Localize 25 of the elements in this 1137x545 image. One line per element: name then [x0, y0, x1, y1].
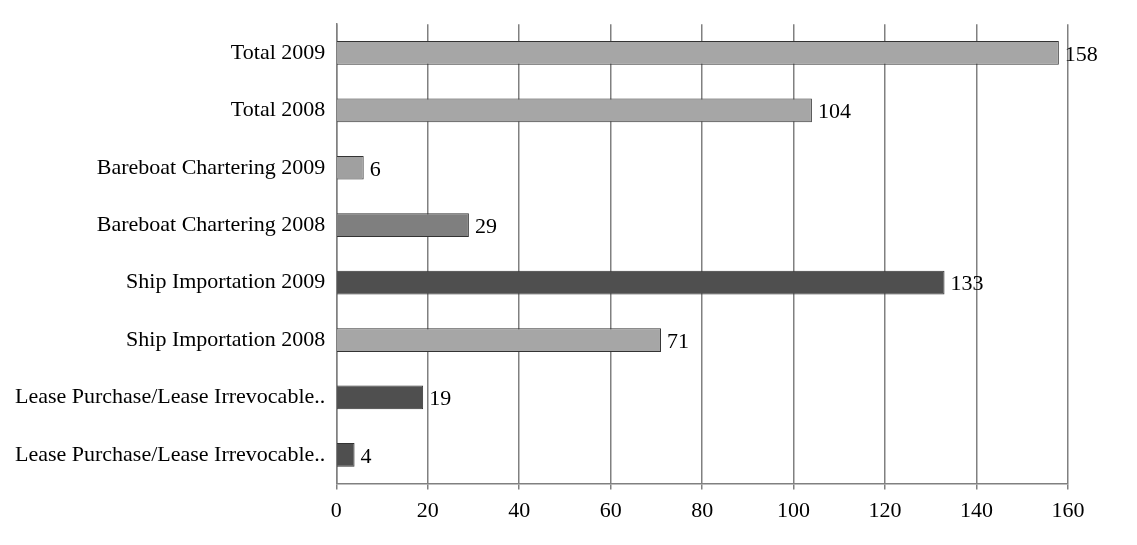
y-tick-label: Bareboat Chartering 2008	[96, 210, 326, 236]
x-tick-label: 140	[960, 496, 994, 522]
y-tick-label: Total 2009	[230, 38, 326, 64]
data-label: 6	[369, 155, 381, 181]
y-tick-label: Total 2008	[230, 96, 326, 122]
x-tick-label: 160	[1051, 496, 1085, 522]
data-label: 29	[474, 212, 497, 238]
y-tick-label: Lease Purchase/Lease Irrevocable..	[14, 383, 326, 409]
y-tick-label: Ship Importation 2008	[126, 325, 326, 351]
data-label: 104	[817, 98, 851, 124]
data-label: 4	[360, 442, 372, 468]
x-tick-label: 20	[416, 496, 439, 522]
x-tick-label: 100	[777, 496, 811, 522]
x-tick-label: 0	[330, 496, 342, 522]
y-tick-label: Ship Importation 2009	[126, 268, 326, 294]
data-label: 19	[429, 385, 452, 411]
x-tick-label: 60	[599, 496, 622, 522]
x-tick-label: 120	[868, 496, 902, 522]
y-tick-label: Bareboat Chartering 2009	[96, 153, 326, 179]
data-label: 71	[666, 327, 689, 353]
data-label: 158	[1064, 40, 1098, 66]
x-tick-label: 40	[508, 496, 531, 522]
y-tick-label: Lease Purchase/Lease Irrevocable..	[14, 440, 326, 466]
x-tick-label: 80	[691, 496, 714, 522]
data-label: 133	[950, 270, 984, 296]
